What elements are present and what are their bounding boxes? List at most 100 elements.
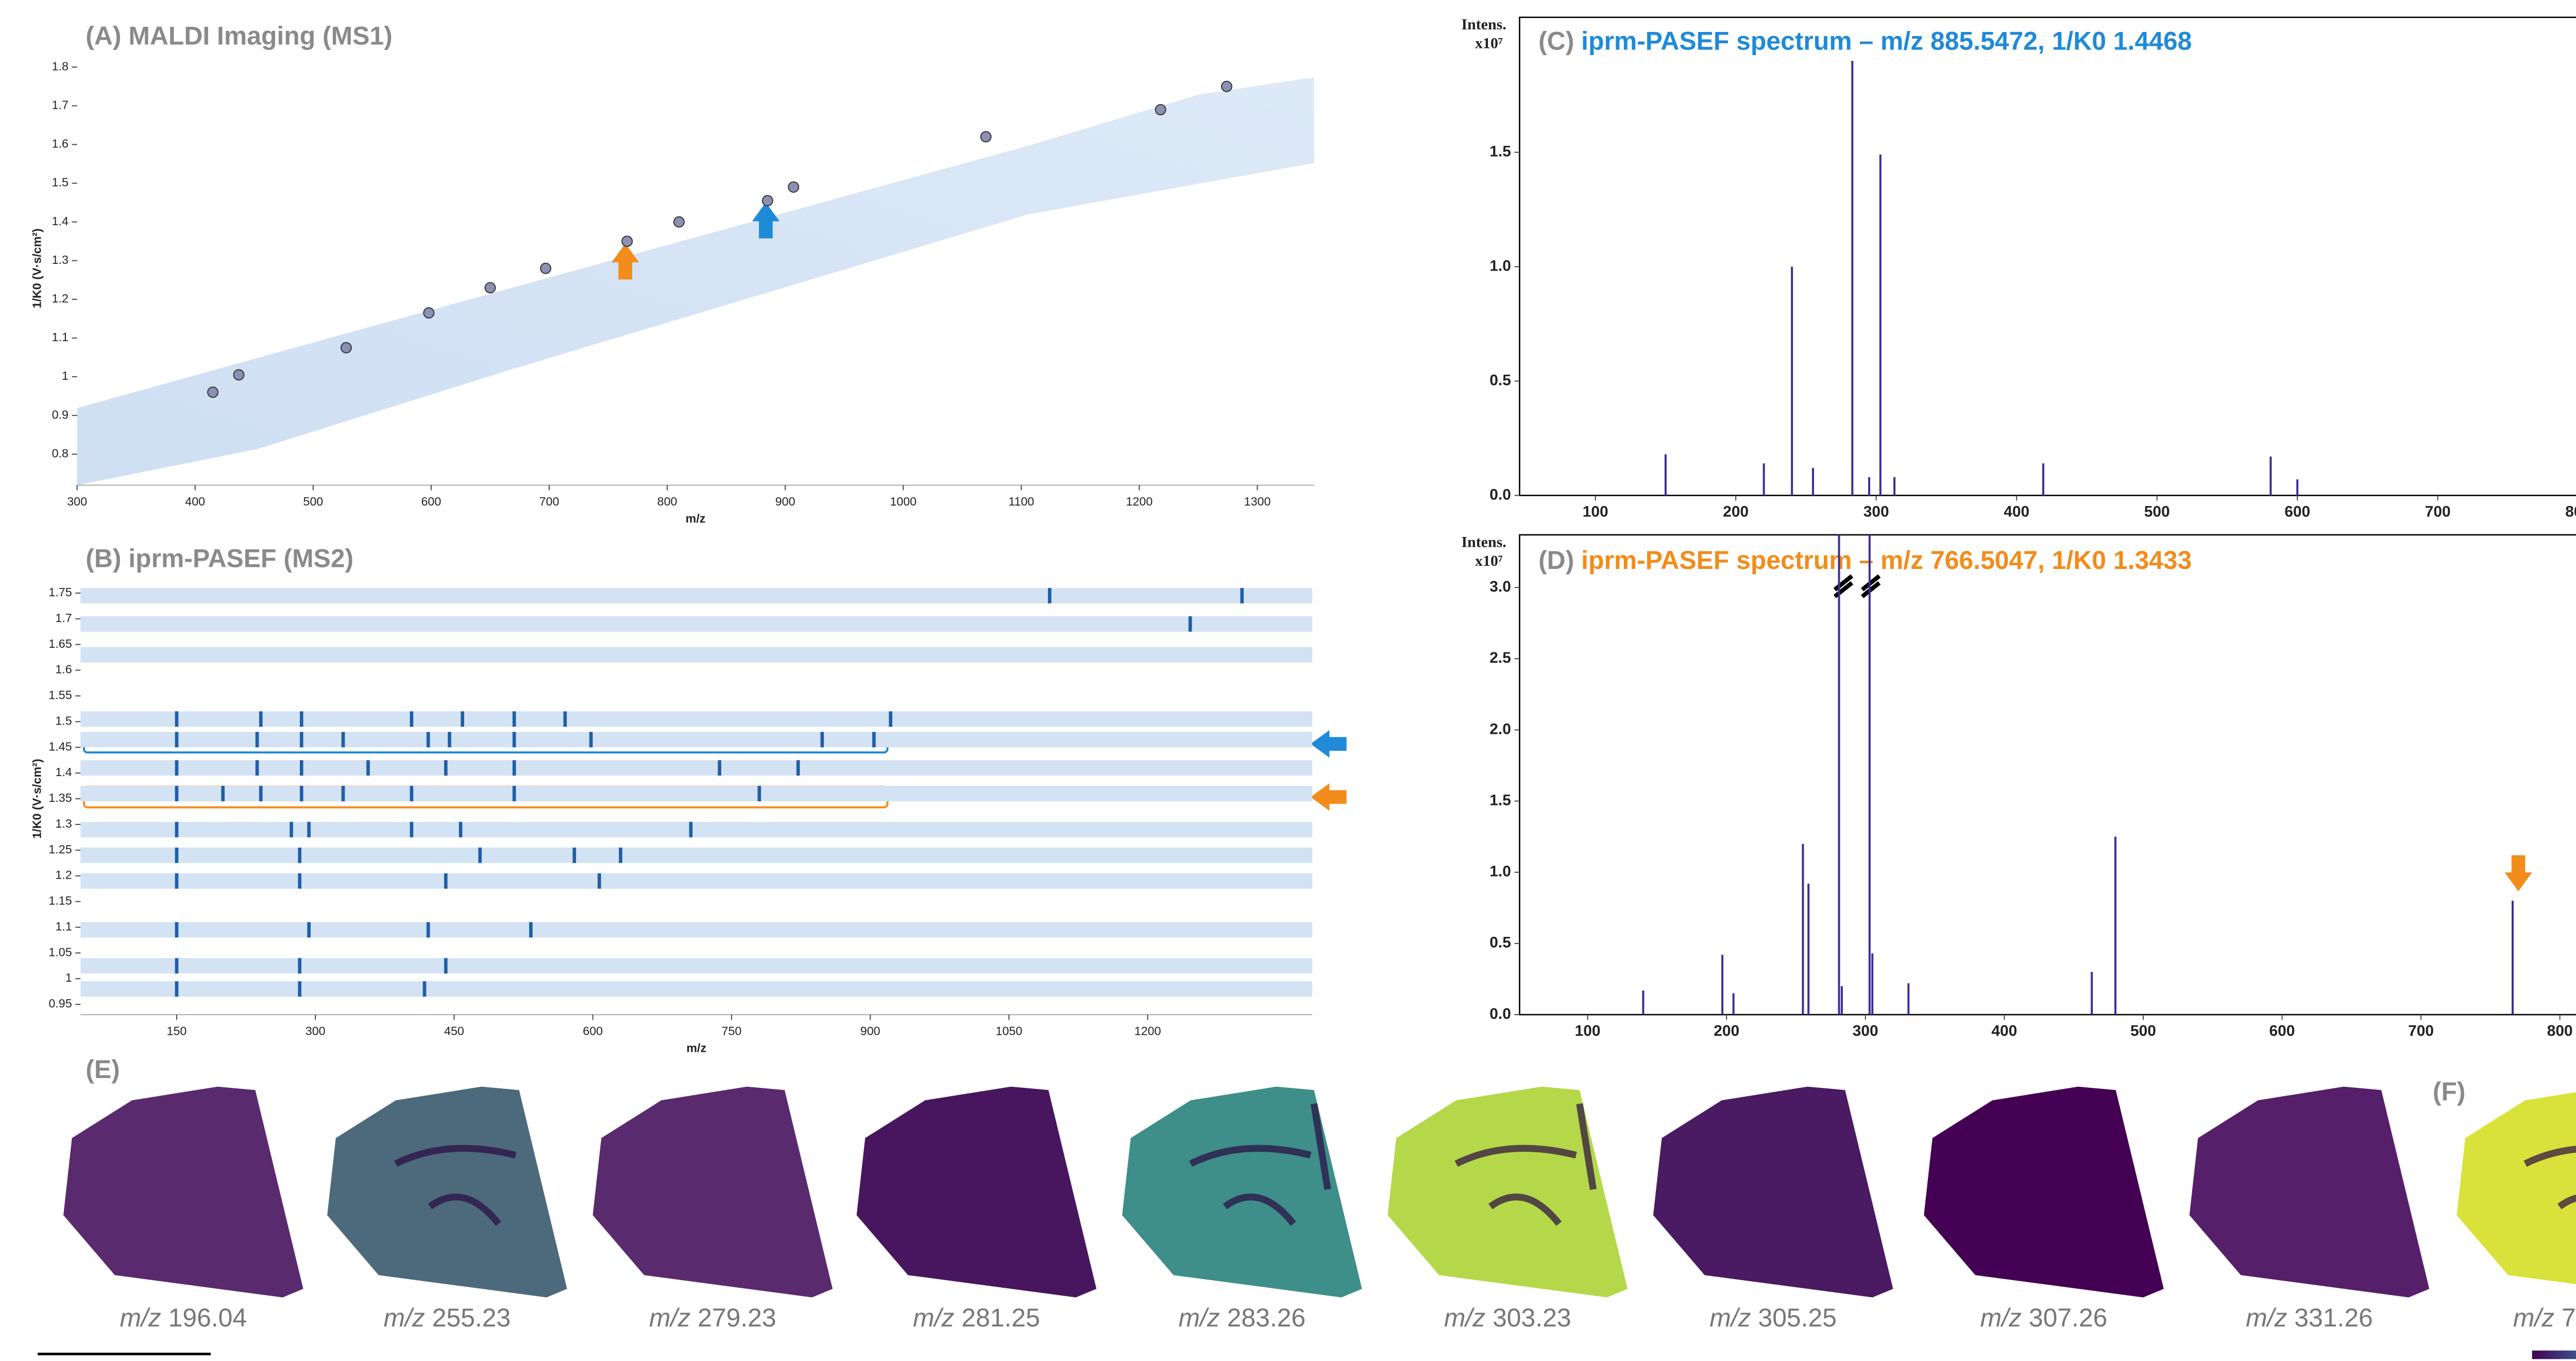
strip-peak (689, 821, 693, 837)
strip-peak (796, 760, 800, 776)
y-tick-label: 1.5 (1489, 792, 1511, 809)
y-tick-label: 1.5 (1489, 143, 1511, 160)
strip (80, 958, 1313, 974)
strip-peak (298, 873, 302, 889)
x-tick-label: 700 (2425, 503, 2451, 520)
strip-peak (444, 873, 448, 889)
image-label-value: 279.23 (698, 1303, 776, 1332)
strip (80, 821, 1313, 837)
x-axis-label: m/z (686, 512, 706, 525)
image-label: m/z 281.25 (913, 1303, 1040, 1332)
y-axis-label: 1/K0 (V·s/cm²) (30, 759, 43, 838)
y-tick-label: 0.8 (52, 446, 69, 460)
axis-break (1833, 574, 1881, 598)
x-tick-label: 1200 (1134, 1024, 1161, 1037)
tissue (2189, 1086, 2430, 1298)
y-tick-label: 1.35 (48, 791, 72, 804)
tissue (1653, 1086, 1893, 1298)
x-tick-label: 750 (722, 1024, 742, 1037)
image-label-prefix: m/z (649, 1303, 690, 1332)
strip (80, 760, 1313, 776)
data-point (207, 387, 219, 398)
panel-label: (C) (1538, 27, 1574, 56)
x-tick-label: 500 (303, 495, 323, 508)
strip-peak (259, 711, 263, 727)
title-text: iprm-PASEF spectrum – m/z 885.5472, 1/K0… (1581, 27, 2192, 56)
data-point (980, 131, 992, 143)
strip-peak (175, 786, 179, 801)
strip-peak (512, 732, 516, 748)
y-tick-label: 1.55 (48, 688, 72, 702)
data-point (233, 369, 245, 381)
data-point (340, 342, 352, 354)
strip-peak (872, 732, 876, 748)
image-label: m/z 331.26 (2246, 1303, 2373, 1332)
x-tick-label: 1000 (890, 495, 917, 508)
strip-peak (299, 732, 303, 748)
data-point (673, 216, 685, 228)
data-point (1221, 80, 1232, 92)
y-tick-label: 1.5 (55, 714, 72, 727)
x-tick-label: 800 (657, 495, 677, 508)
image-label-value: 196.04 (168, 1303, 247, 1332)
strip-peak (175, 873, 179, 889)
y-tick-label: 2.5 (1489, 649, 1511, 666)
y-tick-label: 1.75 (48, 585, 72, 599)
strip (80, 847, 1313, 863)
x-tick-label: 400 (185, 495, 205, 508)
strip (80, 711, 1313, 727)
image-label: m/z 766.54 (2513, 1303, 2576, 1332)
strip-peak (1048, 587, 1052, 603)
tissue (1387, 1086, 1628, 1298)
strip-peak (307, 821, 311, 837)
x-tick-label: 800 (2547, 1022, 2573, 1039)
title-text: iprm-PASEF spectrum – m/z 766.5047, 1/K0… (1581, 546, 2192, 575)
tissue (1924, 1086, 2164, 1298)
y-tick-label: 1 (65, 971, 72, 984)
image-label-value: 766.54 (2562, 1303, 2576, 1332)
x-tick-label: 400 (2004, 503, 2029, 520)
strip-peak (175, 760, 179, 776)
x-tick-label: 200 (1723, 503, 1749, 520)
image-label-prefix: m/z (913, 1303, 954, 1332)
y-tick-label: 0.95 (48, 997, 72, 1010)
strip-peak (255, 760, 259, 776)
strip-peak (175, 711, 179, 727)
x-tick-label: 300 (67, 495, 87, 508)
strip (80, 647, 1313, 663)
y-tick-label: 0.0 (1489, 1005, 1511, 1022)
x-tick-label: 300 (1863, 503, 1889, 520)
strip (80, 616, 1313, 632)
tissue-image (592, 1086, 833, 1298)
strip-peak (299, 760, 303, 776)
strip (80, 981, 1313, 997)
tissue-vessel (1189, 1103, 1331, 1226)
strip-peak (448, 732, 451, 748)
chart-title: (C) iprm-PASEF spectrum – m/z 885.5472, … (1538, 27, 2192, 56)
y-tick-label: 0.9 (52, 408, 69, 421)
y-tick-label: 2.0 (1489, 720, 1511, 737)
tissue-image (1122, 1086, 1362, 1298)
y-tick-label: 1.1 (52, 330, 69, 344)
strip-peak (299, 711, 303, 727)
strip-peak (307, 922, 311, 938)
x-tick-label: 1200 (1126, 495, 1153, 508)
colorbar (2532, 1350, 2576, 1359)
y-tick-label: 1.45 (48, 740, 72, 753)
y-tick-label: 1.0 (1489, 257, 1511, 274)
y-tick-label: 0.0 (1489, 486, 1511, 503)
strip-peak (422, 981, 427, 997)
strip-peak (175, 847, 179, 863)
y-axis-label: Intens. (1461, 16, 1506, 33)
x-tick-label: 900 (860, 1024, 880, 1037)
title-text: iprm-PASEF (MS2) (128, 544, 353, 573)
x-tick-label: 600 (421, 495, 441, 508)
y-tick-label: 1.6 (55, 663, 72, 676)
strip-peak (410, 786, 414, 801)
strip-peak (597, 873, 601, 889)
image-label: m/z 303.23 (1444, 1303, 1571, 1332)
strip-peak (757, 786, 761, 801)
panel-label: (B) (86, 544, 121, 573)
y-tick-label: 1.8 (52, 59, 69, 73)
plot-frame (1519, 534, 2576, 1016)
